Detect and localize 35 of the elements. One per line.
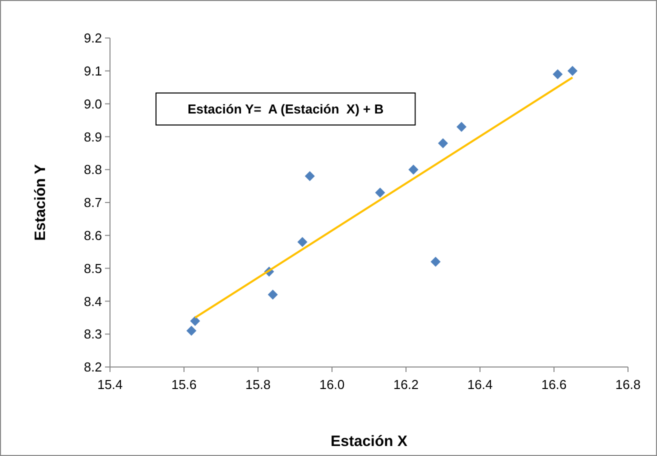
point [304, 171, 315, 182]
point [186, 326, 196, 336]
text-box: Estación Y= A (Estación X) + B [156, 92, 416, 126]
point [456, 122, 466, 132]
point [430, 256, 441, 267]
x-tick-label: 16.2 [393, 377, 419, 392]
point [190, 316, 200, 326]
point [375, 188, 386, 198]
y-tick-label: 8.2 [84, 360, 102, 375]
x-tick-label: 16.8 [615, 377, 641, 392]
x-tick-label: 16.0 [319, 377, 345, 392]
x-axis-title: Estación X [330, 433, 408, 450]
annotation: Estación Y= A (Estación X) + B [188, 102, 384, 117]
point [268, 290, 278, 300]
point [297, 236, 308, 247]
y-tick-label: 8.9 [84, 129, 102, 144]
y-tick-label: 8.5 [84, 260, 102, 276]
x-tick-label: 16.4 [467, 377, 493, 392]
y-tick-label: 9.0 [84, 96, 102, 112]
x-tick-label: 15.4 [97, 377, 123, 392]
x-tick-label: 15.8 [245, 377, 271, 392]
y-tick-label: 8.8 [84, 162, 102, 178]
y-axis-title: Estación Y [32, 164, 49, 241]
x-tick-label: 15.6 [171, 377, 197, 392]
y-tick-label: 8.6 [84, 228, 102, 243]
point [568, 66, 578, 76]
x-tick-label: 16.6 [541, 377, 567, 392]
point [438, 138, 448, 148]
y-tick-label: 8.3 [84, 326, 102, 342]
y-tick-label: 9.1 [84, 63, 102, 78]
y-tick-label: 8.4 [84, 294, 102, 309]
point [552, 69, 563, 80]
y-tick-label: 9.2 [84, 30, 102, 46]
point [408, 164, 418, 175]
y-tick-label: 8.7 [84, 195, 102, 210]
